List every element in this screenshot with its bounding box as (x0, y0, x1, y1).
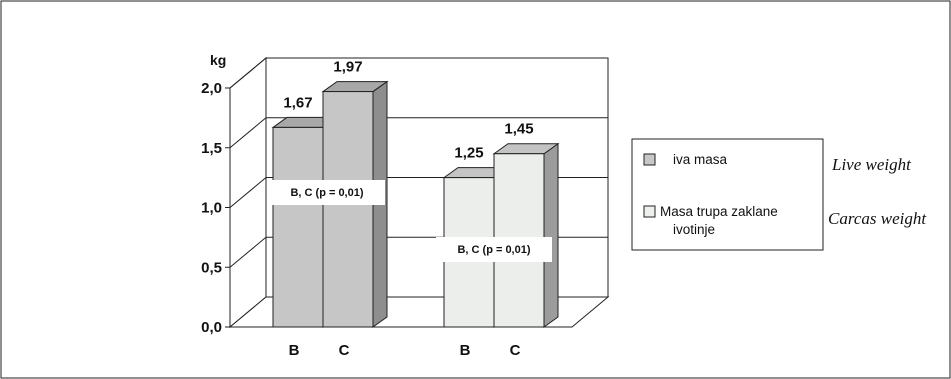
y-tick-label: 1,5 (201, 140, 222, 157)
x-category-label: B (289, 342, 300, 359)
legend-swatch-carcas-weight (643, 205, 656, 218)
x-category-label: C (339, 342, 350, 359)
annotation-box (436, 237, 552, 262)
y-tick-label: 0,5 (201, 259, 222, 276)
bar-value-label: 1,67 (283, 94, 312, 111)
bar (492, 142, 560, 328)
bar-side (543, 142, 559, 328)
bar-value-label: 1,97 (333, 59, 362, 76)
y-axis-label: kg (210, 52, 226, 68)
legend-swatch-live-weight (643, 153, 656, 166)
legend-label-carcas-weight: Masa trupa zaklane ivotinje (660, 204, 778, 237)
annotations: B, C (p = 0,01) B, C (p = 0,01) (269, 180, 552, 262)
annotation-box (269, 180, 385, 205)
x-category-label: C (510, 342, 521, 359)
y-tick-label: 2,0 (201, 80, 222, 97)
translation-live-weight: Live weight (831, 155, 912, 174)
bar-front (322, 91, 374, 328)
significance-annotation: B, C (p = 0,01) (457, 244, 530, 256)
x-category-label: B (460, 342, 471, 359)
y-axis-ticks: 0,0 0,5 1,0 1,5 2,0 (201, 80, 231, 336)
translation-carcas-weight: Carcas weight (828, 209, 927, 228)
y-tick-label: 1,0 (201, 200, 222, 217)
significance-annotation: B, C (p = 0,01) (290, 187, 363, 199)
legend-box (631, 138, 824, 251)
gridline (229, 57, 608, 89)
bar-value-label: 1,45 (504, 121, 533, 138)
legend: iva masa Masa trupa zaklane ivotinje (631, 138, 824, 251)
y-tick-label: 0,0 (201, 319, 222, 336)
data-labels: 1,67 1,97 1,25 1,45 (283, 59, 533, 162)
gridline (229, 117, 608, 149)
bar-front (272, 126, 324, 328)
legend-label-live-weight: iva masa (673, 152, 728, 167)
bar-value-label: 1,25 (454, 145, 483, 162)
